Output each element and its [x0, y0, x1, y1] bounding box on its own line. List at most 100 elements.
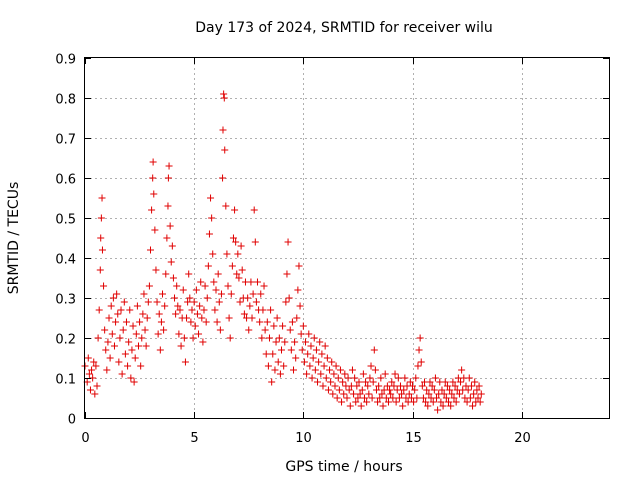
data-point	[176, 306, 184, 314]
data-point	[285, 294, 293, 302]
data-point	[328, 358, 336, 366]
data-point	[294, 286, 302, 294]
data-point	[390, 382, 398, 390]
data-point	[198, 314, 206, 322]
data-point	[257, 290, 265, 298]
y-tick-label: 0.5	[55, 213, 76, 228]
data-point	[326, 366, 334, 374]
data-point	[173, 282, 181, 290]
data-point	[219, 174, 227, 182]
data-point	[357, 402, 365, 410]
data-point	[174, 302, 182, 310]
data-point	[247, 278, 255, 286]
data-point	[333, 394, 341, 402]
data-point	[107, 302, 115, 310]
data-point	[346, 402, 354, 410]
data-point	[168, 242, 176, 250]
data-point	[225, 314, 233, 322]
data-point	[271, 366, 279, 374]
data-point	[433, 394, 441, 402]
data-point	[368, 394, 376, 402]
data-point	[238, 266, 246, 274]
data-point	[162, 270, 170, 278]
data-point	[261, 326, 269, 334]
data-point	[304, 350, 312, 358]
data-point	[381, 370, 389, 378]
data-point	[246, 302, 254, 310]
chart-title: Day 173 of 2024, SRMTID for receiver wil…	[195, 20, 493, 36]
data-point	[270, 322, 278, 330]
data-point	[282, 298, 290, 306]
data-point	[365, 390, 373, 398]
data-point	[119, 326, 127, 334]
data-point	[422, 398, 430, 406]
data-point	[169, 274, 177, 282]
data-point	[205, 230, 213, 238]
data-point	[393, 386, 401, 394]
data-point	[281, 338, 289, 346]
plot-frame	[84, 57, 610, 419]
data-point	[314, 378, 322, 386]
data-point	[441, 378, 449, 386]
data-point	[424, 402, 432, 410]
data-point	[364, 382, 372, 390]
data-point	[370, 346, 378, 354]
data-point	[210, 278, 218, 286]
data-point	[234, 250, 242, 258]
data-point	[248, 314, 256, 322]
data-point	[154, 330, 162, 338]
data-point	[213, 318, 221, 326]
data-point	[94, 334, 102, 342]
x-tick-label: 0	[81, 431, 89, 446]
data-point	[292, 354, 300, 362]
data-point	[284, 238, 292, 246]
data-point	[355, 378, 363, 386]
data-points	[81, 90, 485, 414]
data-point	[148, 206, 156, 214]
data-point	[405, 390, 413, 398]
data-point	[256, 318, 264, 326]
data-point	[375, 382, 383, 390]
data-point	[100, 282, 108, 290]
data-point	[428, 382, 436, 390]
data-point	[120, 298, 128, 306]
x-axis-label: GPS time / hours	[285, 459, 402, 475]
data-point	[331, 382, 339, 390]
data-point	[350, 390, 358, 398]
data-point	[471, 378, 479, 386]
data-point	[134, 342, 142, 350]
data-point	[323, 354, 331, 362]
data-point	[186, 294, 194, 302]
data-point	[426, 378, 434, 386]
data-point	[231, 206, 239, 214]
data-point	[322, 374, 330, 382]
data-point	[240, 310, 248, 318]
data-point	[117, 306, 125, 314]
data-point	[216, 326, 224, 334]
data-point	[449, 378, 457, 386]
data-point	[469, 402, 477, 410]
data-point	[372, 386, 380, 394]
data-point	[379, 402, 387, 410]
data-point	[392, 398, 400, 406]
data-point	[171, 294, 179, 302]
data-point	[344, 374, 352, 382]
data-point	[159, 290, 167, 298]
data-point	[188, 306, 196, 314]
data-point	[167, 258, 175, 266]
data-point	[398, 390, 406, 398]
data-point	[177, 342, 185, 350]
data-point	[142, 342, 150, 350]
data-point	[448, 390, 456, 398]
data-point	[175, 330, 183, 338]
data-point	[437, 398, 445, 406]
data-point	[345, 386, 353, 394]
data-point	[434, 406, 442, 414]
data-point	[320, 362, 328, 370]
data-point	[377, 374, 385, 382]
data-point	[128, 346, 136, 354]
data-point	[212, 286, 220, 294]
data-point	[129, 322, 137, 330]
data-point	[274, 358, 282, 366]
